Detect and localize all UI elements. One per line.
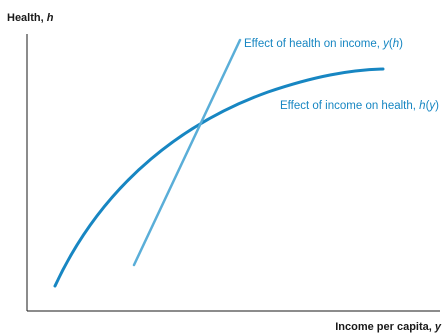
label-health-on-income: Effect of health on income, y(h) xyxy=(244,38,403,50)
label-income-on-health: Effect of income on health, h(y) xyxy=(280,100,439,112)
curve-health-on-income xyxy=(132,38,242,267)
y-axis-label: Health, h xyxy=(7,12,54,24)
curve-income-on-health xyxy=(53,67,385,288)
x-axis-label: Income per capita, y xyxy=(335,321,442,333)
